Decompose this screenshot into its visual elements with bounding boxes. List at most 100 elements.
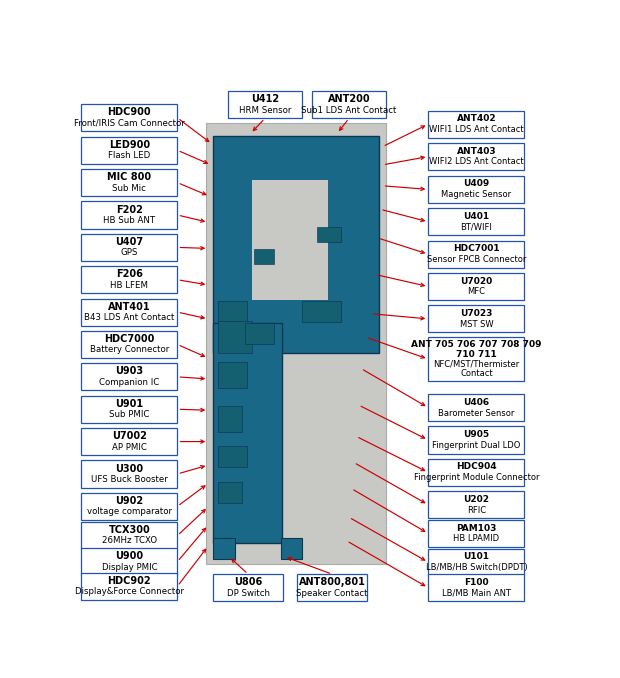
Text: Sensor FPCB Connector: Sensor FPCB Connector <box>427 255 526 264</box>
Text: GPS: GPS <box>121 248 138 258</box>
Text: BT/WIFI: BT/WIFI <box>461 223 492 232</box>
Text: Speaker Contact: Speaker Contact <box>296 589 368 598</box>
Text: ANT402: ANT402 <box>456 114 496 123</box>
Bar <box>206 123 386 564</box>
Text: 26MHz TCXO: 26MHz TCXO <box>102 536 157 546</box>
Text: WIFI1 LDS Ant Contact: WIFI1 LDS Ant Contact <box>429 125 524 134</box>
Text: U409: U409 <box>463 180 489 188</box>
Bar <box>218 406 242 432</box>
Text: Fingerprint Dual LDO: Fingerprint Dual LDO <box>432 441 521 450</box>
Bar <box>81 169 177 196</box>
Bar <box>218 446 247 467</box>
Text: HDC7000: HDC7000 <box>104 334 154 344</box>
Bar <box>428 305 525 332</box>
Text: HB LFEM: HB LFEM <box>110 281 148 290</box>
Bar <box>428 241 525 268</box>
Bar <box>81 493 177 520</box>
Text: F100: F100 <box>464 578 489 587</box>
Bar <box>81 460 177 487</box>
Text: LB/MB/HB Switch(DPDT): LB/MB/HB Switch(DPDT) <box>425 563 527 572</box>
Text: HB LPAMID: HB LPAMID <box>453 534 499 543</box>
Text: F206: F206 <box>116 269 143 279</box>
Bar <box>428 337 525 381</box>
Text: U300: U300 <box>115 464 143 473</box>
Text: U7023: U7023 <box>460 309 492 318</box>
Text: Flash LED: Flash LED <box>108 151 151 160</box>
Bar <box>81 234 177 261</box>
Text: Contact: Contact <box>460 370 493 378</box>
Text: Companion IC: Companion IC <box>99 378 159 386</box>
Bar <box>281 538 303 559</box>
Text: B43 LDS Ant Contact: B43 LDS Ant Contact <box>84 313 175 322</box>
Bar <box>428 273 525 300</box>
Bar <box>428 426 525 454</box>
Text: U903: U903 <box>115 366 143 376</box>
Text: U101: U101 <box>463 553 489 561</box>
Text: LED900: LED900 <box>109 140 150 150</box>
Text: ANT401: ANT401 <box>108 302 151 312</box>
Bar <box>428 208 525 235</box>
Bar <box>428 176 525 203</box>
Bar <box>81 363 177 391</box>
FancyBboxPatch shape <box>213 323 282 543</box>
Bar <box>213 574 283 601</box>
Text: U407: U407 <box>115 237 143 247</box>
Bar <box>218 301 247 321</box>
Text: HDC902: HDC902 <box>108 576 151 586</box>
Bar <box>317 226 341 242</box>
Bar <box>218 361 247 388</box>
Text: Barometer Sensor: Barometer Sensor <box>438 409 515 418</box>
Bar <box>298 574 367 601</box>
Bar <box>428 520 525 547</box>
Text: MST SW: MST SW <box>459 320 493 329</box>
Text: Display&Force Connector: Display&Force Connector <box>75 587 184 596</box>
Text: ANT800,801: ANT800,801 <box>299 578 366 587</box>
Text: Magnetic Sensor: Magnetic Sensor <box>441 191 512 199</box>
Text: Display PMIC: Display PMIC <box>102 563 157 572</box>
Text: F202: F202 <box>116 205 143 214</box>
Text: HDC900: HDC900 <box>108 108 151 117</box>
Text: RFIC: RFIC <box>467 506 486 515</box>
Text: NFC/MST/Thermister: NFC/MST/Thermister <box>433 359 520 369</box>
Text: Battery Connector: Battery Connector <box>90 345 169 355</box>
Text: HB Sub ANT: HB Sub ANT <box>104 216 156 225</box>
Bar <box>218 321 252 353</box>
Text: AP PMIC: AP PMIC <box>112 443 147 452</box>
Text: WIFI2 LDS Ant Contact: WIFI2 LDS Ant Contact <box>429 157 524 167</box>
Text: PAM103: PAM103 <box>456 523 497 532</box>
Text: U412: U412 <box>251 94 279 104</box>
Text: 710 711: 710 711 <box>456 350 497 359</box>
Text: Sub1 LDS Ant Contact: Sub1 LDS Ant Contact <box>301 106 397 115</box>
Bar <box>81 573 177 600</box>
Bar <box>428 574 525 601</box>
Text: U806: U806 <box>234 578 262 587</box>
Text: Front/IRIS Cam Connector: Front/IRIS Cam Connector <box>74 119 185 128</box>
Text: Sub Mic: Sub Mic <box>112 184 146 193</box>
Text: TCX300: TCX300 <box>108 525 150 535</box>
Bar <box>428 394 525 421</box>
Bar <box>254 249 273 264</box>
Bar <box>81 137 177 164</box>
Bar <box>81 298 177 325</box>
Text: Sub PMIC: Sub PMIC <box>109 410 149 419</box>
Text: ANT200: ANT200 <box>327 94 370 104</box>
Text: ANT 705 706 707 708 709: ANT 705 706 707 708 709 <box>411 340 541 348</box>
Bar <box>81 396 177 423</box>
Bar <box>228 92 302 119</box>
Text: DP Switch: DP Switch <box>226 589 270 598</box>
Bar <box>252 180 327 300</box>
Text: voltage comparator: voltage comparator <box>87 507 172 516</box>
Text: U406: U406 <box>463 398 489 407</box>
Bar <box>81 104 177 132</box>
Text: U202: U202 <box>463 495 489 504</box>
Bar <box>428 111 525 138</box>
Bar <box>81 428 177 455</box>
Bar <box>81 548 177 575</box>
Bar <box>428 491 525 518</box>
Bar <box>81 201 177 228</box>
Text: U900: U900 <box>115 551 143 561</box>
Bar <box>245 323 273 344</box>
Text: LB/MB Main ANT: LB/MB Main ANT <box>442 589 511 598</box>
Text: MIC 800: MIC 800 <box>107 172 151 182</box>
Bar <box>428 549 525 576</box>
